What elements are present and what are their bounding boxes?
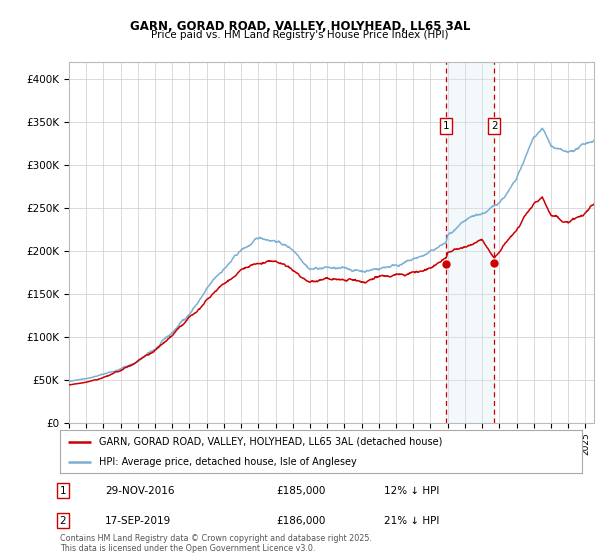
Text: 2: 2	[59, 516, 67, 525]
Text: £185,000: £185,000	[276, 486, 325, 496]
Text: 1: 1	[443, 121, 449, 131]
Text: GARN, GORAD ROAD, VALLEY, HOLYHEAD, LL65 3AL (detached house): GARN, GORAD ROAD, VALLEY, HOLYHEAD, LL65…	[99, 437, 443, 447]
Text: 2: 2	[491, 121, 497, 131]
Text: 17-SEP-2019: 17-SEP-2019	[105, 516, 171, 525]
Text: 1: 1	[59, 486, 67, 496]
Text: Price paid vs. HM Land Registry's House Price Index (HPI): Price paid vs. HM Land Registry's House …	[151, 30, 449, 40]
Text: 12% ↓ HPI: 12% ↓ HPI	[384, 486, 439, 496]
Text: HPI: Average price, detached house, Isle of Anglesey: HPI: Average price, detached house, Isle…	[99, 456, 357, 466]
Bar	[446, 62, 494, 423]
Text: 21% ↓ HPI: 21% ↓ HPI	[384, 516, 439, 525]
Text: GARN, GORAD ROAD, VALLEY, HOLYHEAD, LL65 3AL: GARN, GORAD ROAD, VALLEY, HOLYHEAD, LL65…	[130, 20, 470, 32]
Text: £186,000: £186,000	[276, 516, 325, 525]
Text: Contains HM Land Registry data © Crown copyright and database right 2025.
This d: Contains HM Land Registry data © Crown c…	[60, 534, 372, 553]
Text: 29-NOV-2016: 29-NOV-2016	[105, 486, 175, 496]
